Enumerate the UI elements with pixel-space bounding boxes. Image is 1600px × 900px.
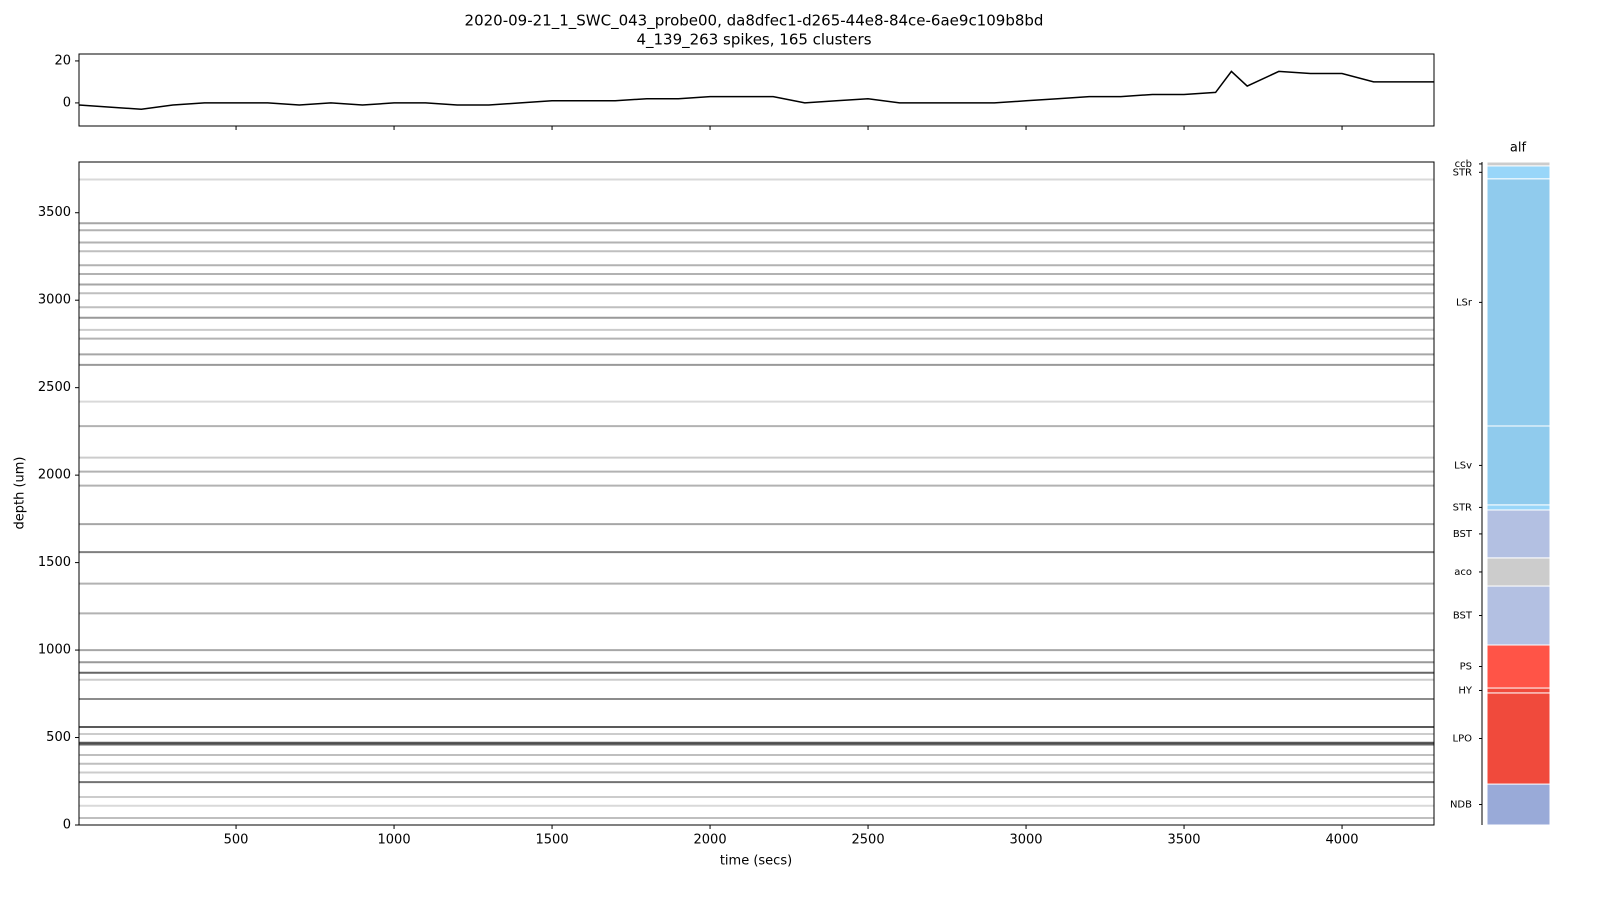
y-tick-label: 2500 <box>38 380 71 395</box>
axes-frame <box>78 53 1435 127</box>
region-label: STR <box>1453 502 1472 513</box>
region-label: HY <box>1458 685 1473 696</box>
region <box>1486 644 1551 689</box>
y-tick-label: 20 <box>54 53 71 68</box>
y-tick-label: 3000 <box>38 293 71 308</box>
axes-frame <box>78 161 1435 826</box>
region <box>1486 425 1551 506</box>
region-label: BST <box>1453 529 1473 540</box>
region <box>1486 504 1551 511</box>
region-label: STR <box>1453 167 1472 178</box>
x-tick-label: 2500 <box>852 833 885 848</box>
region-label: ccb <box>1455 159 1472 170</box>
y-tick-label: 3500 <box>38 205 71 220</box>
region <box>1486 165 1551 180</box>
x-tick-label: 500 <box>224 833 249 848</box>
y-tick-label: 1500 <box>38 555 71 570</box>
region <box>1486 783 1551 826</box>
y-axis-label: depth (um) <box>13 456 28 529</box>
chart-title: 2020-09-21_1_SWC_043_probe00, da8dfec1-d… <box>465 12 1044 31</box>
region-label: LSr <box>1456 297 1473 308</box>
region <box>1486 509 1551 559</box>
region-label: aco <box>1454 567 1472 578</box>
x-tick-label: 3500 <box>1167 833 1200 848</box>
region-label: PS <box>1460 662 1472 673</box>
region <box>1486 178 1551 427</box>
y-tick-label: 1000 <box>38 643 71 658</box>
trace-line <box>78 70 1434 110</box>
x-axis-label: time (secs) <box>720 854 792 869</box>
regions-title: alf <box>1510 141 1527 156</box>
x-tick-label: 3000 <box>1009 833 1042 848</box>
x-tick-label: 2000 <box>694 833 727 848</box>
region <box>1486 585 1551 646</box>
region-label: BST <box>1453 611 1473 622</box>
y-tick-label: 0 <box>63 95 71 110</box>
region <box>1486 557 1551 587</box>
region <box>1486 692 1551 785</box>
region <box>1486 161 1551 167</box>
y-tick-label: 0 <box>63 818 71 833</box>
region-label: LSv <box>1454 460 1472 471</box>
x-tick-label: 4000 <box>1325 833 1358 848</box>
region-label: NDB <box>1450 800 1472 811</box>
y-tick-label: 500 <box>46 730 71 745</box>
chart-subtitle: 4_139_263 spikes, 165 clusters <box>636 31 871 50</box>
region <box>1486 687 1551 694</box>
region-label: LPO <box>1453 733 1473 744</box>
x-tick-label: 1000 <box>378 833 411 848</box>
x-tick-label: 1500 <box>536 833 569 848</box>
y-tick-label: 2000 <box>38 468 71 483</box>
